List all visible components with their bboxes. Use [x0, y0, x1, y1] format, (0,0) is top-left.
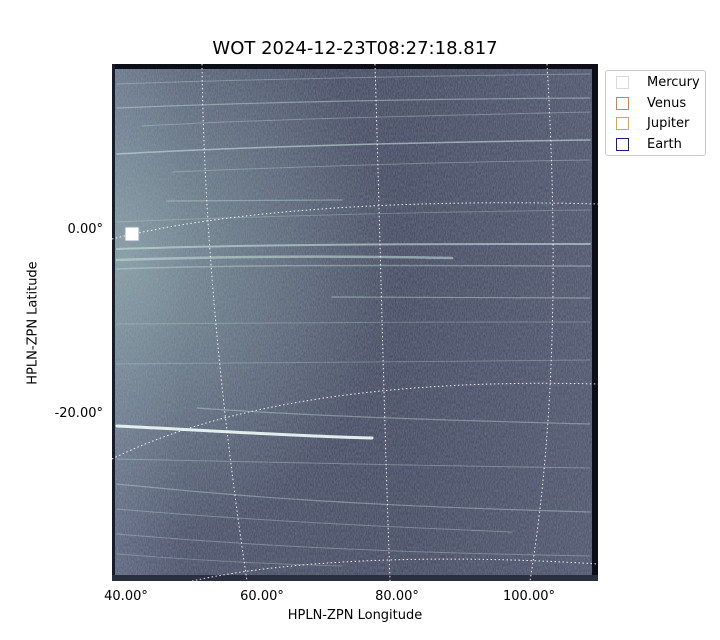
legend-item-venus: Venus — [616, 95, 686, 111]
legend-label: Jupiter — [647, 115, 690, 131]
y-tick-label-0: 0.00° — [67, 222, 103, 237]
legend-item-jupiter: Jupiter — [616, 115, 689, 131]
x-tick-label-2: 80.00° — [375, 589, 419, 604]
legend-item-earth: Earth — [616, 136, 682, 152]
legend-item-mercury: Mercury — [616, 74, 700, 90]
plot-title: WOT 2024-12-23T08:27:18.817 — [212, 38, 498, 59]
x-tick-label-0: 40.00° — [104, 589, 148, 604]
sky-image-plot — [112, 64, 598, 581]
legend-label: Earth — [647, 136, 682, 152]
x-tick-label-3: 100.00° — [503, 589, 555, 604]
y-tick-label-1: -20.00° — [54, 406, 103, 421]
x-tick-label-1: 60.00° — [240, 589, 284, 604]
legend-label: Venus — [647, 95, 687, 111]
coordinate-grid — [112, 64, 598, 581]
x-axis-label: HPLN-ZPN Longitude — [287, 608, 423, 623]
legend-label: Mercury — [647, 74, 700, 90]
sky-image — [112, 64, 598, 581]
legend-swatch — [616, 116, 629, 130]
legend-swatch — [616, 75, 629, 89]
legend: Mercury Venus Jupiter Earth — [605, 70, 706, 156]
y-axis-label: HPLN-ZPN Latitude — [25, 261, 41, 385]
legend-swatch — [616, 137, 629, 151]
legend-swatch — [616, 96, 629, 110]
